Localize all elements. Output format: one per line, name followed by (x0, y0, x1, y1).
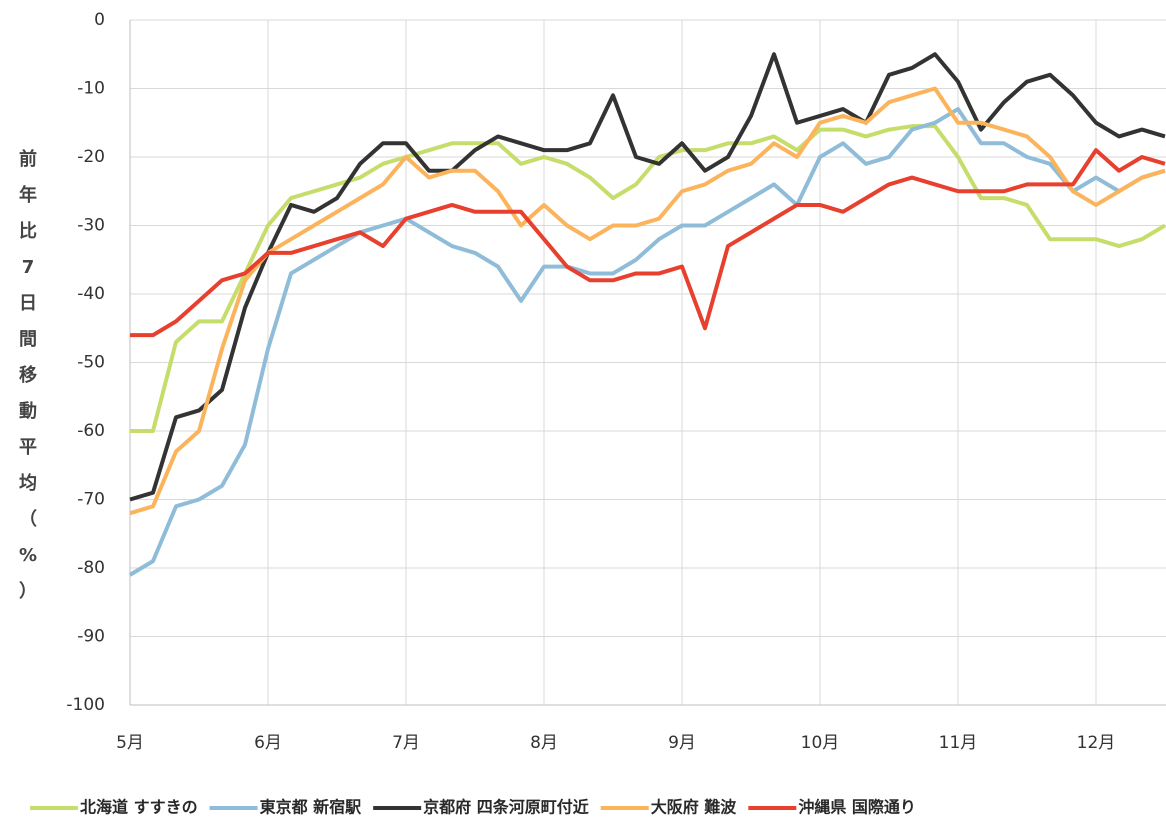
y-tick-label: -100 (66, 695, 105, 715)
x-tick-label: 11月 (939, 733, 978, 753)
y-tick-label: -20 (77, 147, 105, 167)
legend-label: 沖縄県 国際通り (798, 798, 916, 817)
legend-label: 北海道 すすきの (80, 798, 198, 817)
x-tick-label: 6月 (254, 733, 282, 753)
y-tick-label: -50 (77, 353, 105, 373)
series-line (130, 124, 1166, 433)
y-tick-label: -10 (77, 79, 105, 99)
series-line (129, 52, 1166, 502)
x-tick-label: 7月 (392, 733, 420, 753)
x-tick-label: 12月 (1077, 733, 1116, 753)
series-line (129, 86, 1166, 516)
x-tick-label: 9月 (668, 733, 696, 753)
x-tick-label: 10月 (801, 733, 840, 753)
legend-label: 大阪府 難波 (651, 798, 738, 817)
series-line (128, 107, 1166, 577)
x-tick-label: 8月 (530, 733, 558, 753)
y-tick-label: -80 (77, 558, 105, 578)
legend-label: 京都府 四条河原町付近 (423, 798, 589, 817)
y-tick-label: -70 (77, 490, 105, 510)
y-tick-label: 0 (94, 10, 105, 30)
y-tick-label: -30 (77, 216, 105, 236)
y-tick-label: -90 (77, 627, 105, 647)
legend-label: 東京都 新宿駅 (260, 798, 363, 817)
series-line (130, 148, 1166, 338)
x-tick-label: 5月 (116, 733, 144, 753)
y-tick-label: -40 (77, 284, 105, 304)
y-tick-label: -60 (77, 421, 105, 441)
y-axis-label: 前年比 7 日間移動平均（%） (19, 148, 37, 602)
